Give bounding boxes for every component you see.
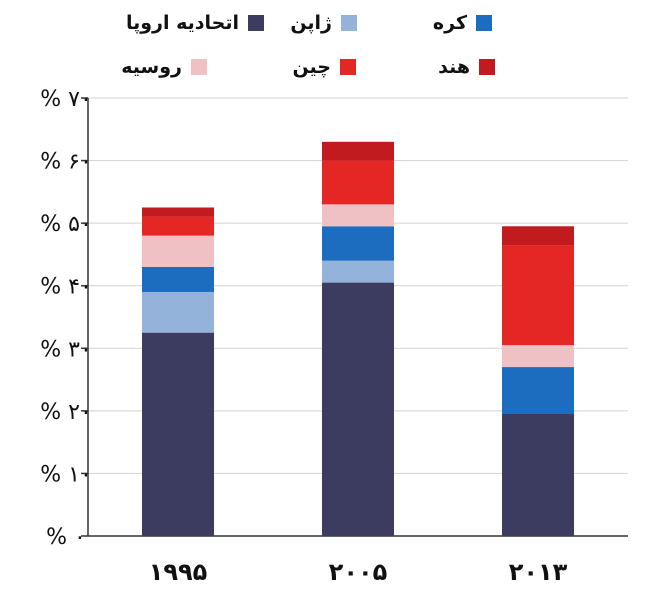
legend-item-korea: کره <box>433 12 492 34</box>
legend-label-eu: اتحادیه اروپا <box>125 12 239 34</box>
x-tick-label: ۲۰۱۳ <box>509 558 568 586</box>
bar-segment <box>142 207 214 217</box>
x-tick-label: ۲۰۰۵ <box>329 558 388 586</box>
bar-segment <box>502 245 574 346</box>
bar-segment <box>142 235 214 267</box>
y-tick-label: % ۲۰ <box>40 400 92 425</box>
legend-label-japan: ژاپن <box>290 12 332 34</box>
y-tick-label: % ۱۰ <box>40 462 92 487</box>
legend-label-china: چین <box>292 56 331 78</box>
y-tick-label: % ۵۰ <box>40 212 92 237</box>
x-tick-label: ۱۹۹۵ <box>149 558 208 586</box>
legend-label-russia: روسیه <box>121 56 182 78</box>
bar-segment <box>142 216 214 236</box>
y-tick-label: % ۳۰ <box>40 337 92 362</box>
bar-segment <box>142 266 214 292</box>
legend-item-china: چین <box>292 56 356 78</box>
bar-segment <box>322 260 394 283</box>
bar-segment <box>502 367 574 414</box>
bar-segment <box>142 332 214 536</box>
bar-segment <box>502 413 574 536</box>
y-tick-label: % ۷۰ <box>40 87 92 112</box>
legend-swatch-korea <box>476 15 492 31</box>
y-tick-label: % ۶۰ <box>40 150 92 175</box>
bar-segment <box>322 141 394 161</box>
bar-segment <box>502 226 574 246</box>
legend-item-india: هند <box>438 56 495 78</box>
legend-swatch-eu <box>248 15 264 31</box>
bar-segment <box>142 291 214 333</box>
bar-segment <box>322 204 394 227</box>
legend-label-korea: کره <box>432 12 467 34</box>
legend-swatch-russia <box>191 59 207 75</box>
legend-item-russia: روسیه <box>121 56 207 78</box>
legend-swatch-japan <box>341 15 357 31</box>
bar-segment <box>322 282 394 536</box>
bar-segment <box>322 160 394 205</box>
legend-label-india: هند <box>438 56 470 78</box>
y-tick-label: % ۴۰ <box>40 275 92 300</box>
legend-swatch-india <box>479 59 495 75</box>
legend-item-japan: ژاپن <box>290 12 357 34</box>
bar-segment <box>502 345 574 368</box>
bar-segment <box>322 226 394 261</box>
legend-item-eu: اتحادیه اروپا <box>126 12 264 34</box>
legend-swatch-china <box>340 59 356 75</box>
y-tick-label: % ۰ <box>46 525 86 550</box>
